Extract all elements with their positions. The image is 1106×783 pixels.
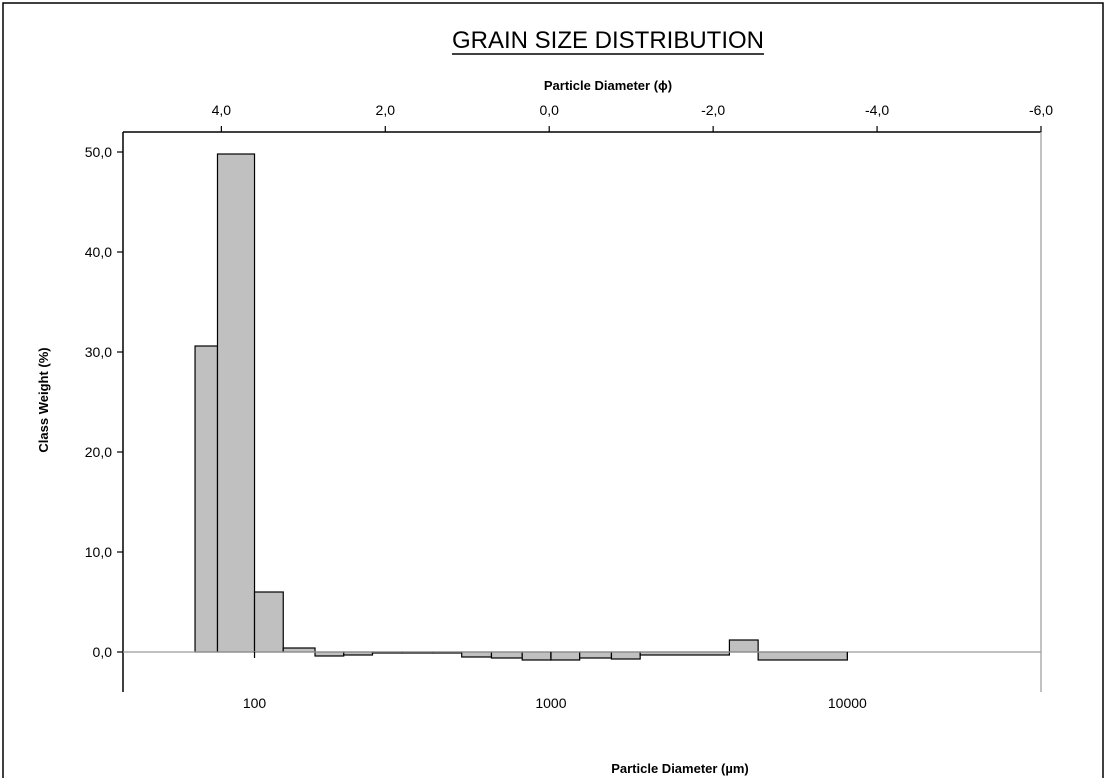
top-tick-label-2: 0,0	[539, 102, 559, 118]
bar-9	[461, 651, 493, 658]
bar-1	[216, 153, 256, 653]
bottom-tick-label-0: 100	[243, 695, 267, 711]
bottom-tick-label-2: 10000	[828, 695, 867, 711]
y-tick-label-5: 50,0	[85, 144, 112, 160]
chart-title: GRAIN SIZE DISTRIBUTION	[452, 27, 764, 54]
plot-area: 0,0 10,0 20,0 30,0 40,0 50,0 4,0 2,0 0,0 -2,0 -4,0…	[85, 102, 1054, 711]
top-tick-label-5: -6,0	[1029, 102, 1053, 118]
top-tick-label-1: 2,0	[376, 102, 396, 118]
y-tick-label-1: 10,0	[85, 544, 112, 560]
top-tick-label-4: -4,0	[865, 102, 889, 118]
bar-0	[194, 345, 219, 653]
y-tick-label-4: 40,0	[85, 244, 112, 260]
y-tick-label-3: 30,0	[85, 344, 112, 360]
bar-11	[521, 651, 552, 661]
bar-17	[757, 651, 848, 661]
bottom-axis-title: Particle Diameter (µm)	[611, 761, 749, 776]
top-axis-title: Particle Diameter (ϕ)	[544, 78, 672, 93]
top-tick-label-0: 4,0	[212, 102, 232, 118]
bar-14	[610, 651, 641, 660]
bar-16	[728, 639, 759, 653]
bar-13	[579, 651, 613, 659]
top-tick-label-3: -2,0	[701, 102, 725, 118]
y-tick-label-2: 20,0	[85, 444, 112, 460]
bar-12	[550, 651, 581, 661]
bar-10	[490, 651, 523, 659]
y-tick-label-0: 0,0	[93, 644, 113, 660]
y-axis-title: Class Weight (%)	[36, 347, 51, 452]
bottom-tick-label-1: 1000	[535, 695, 566, 711]
bar-2	[253, 591, 284, 653]
